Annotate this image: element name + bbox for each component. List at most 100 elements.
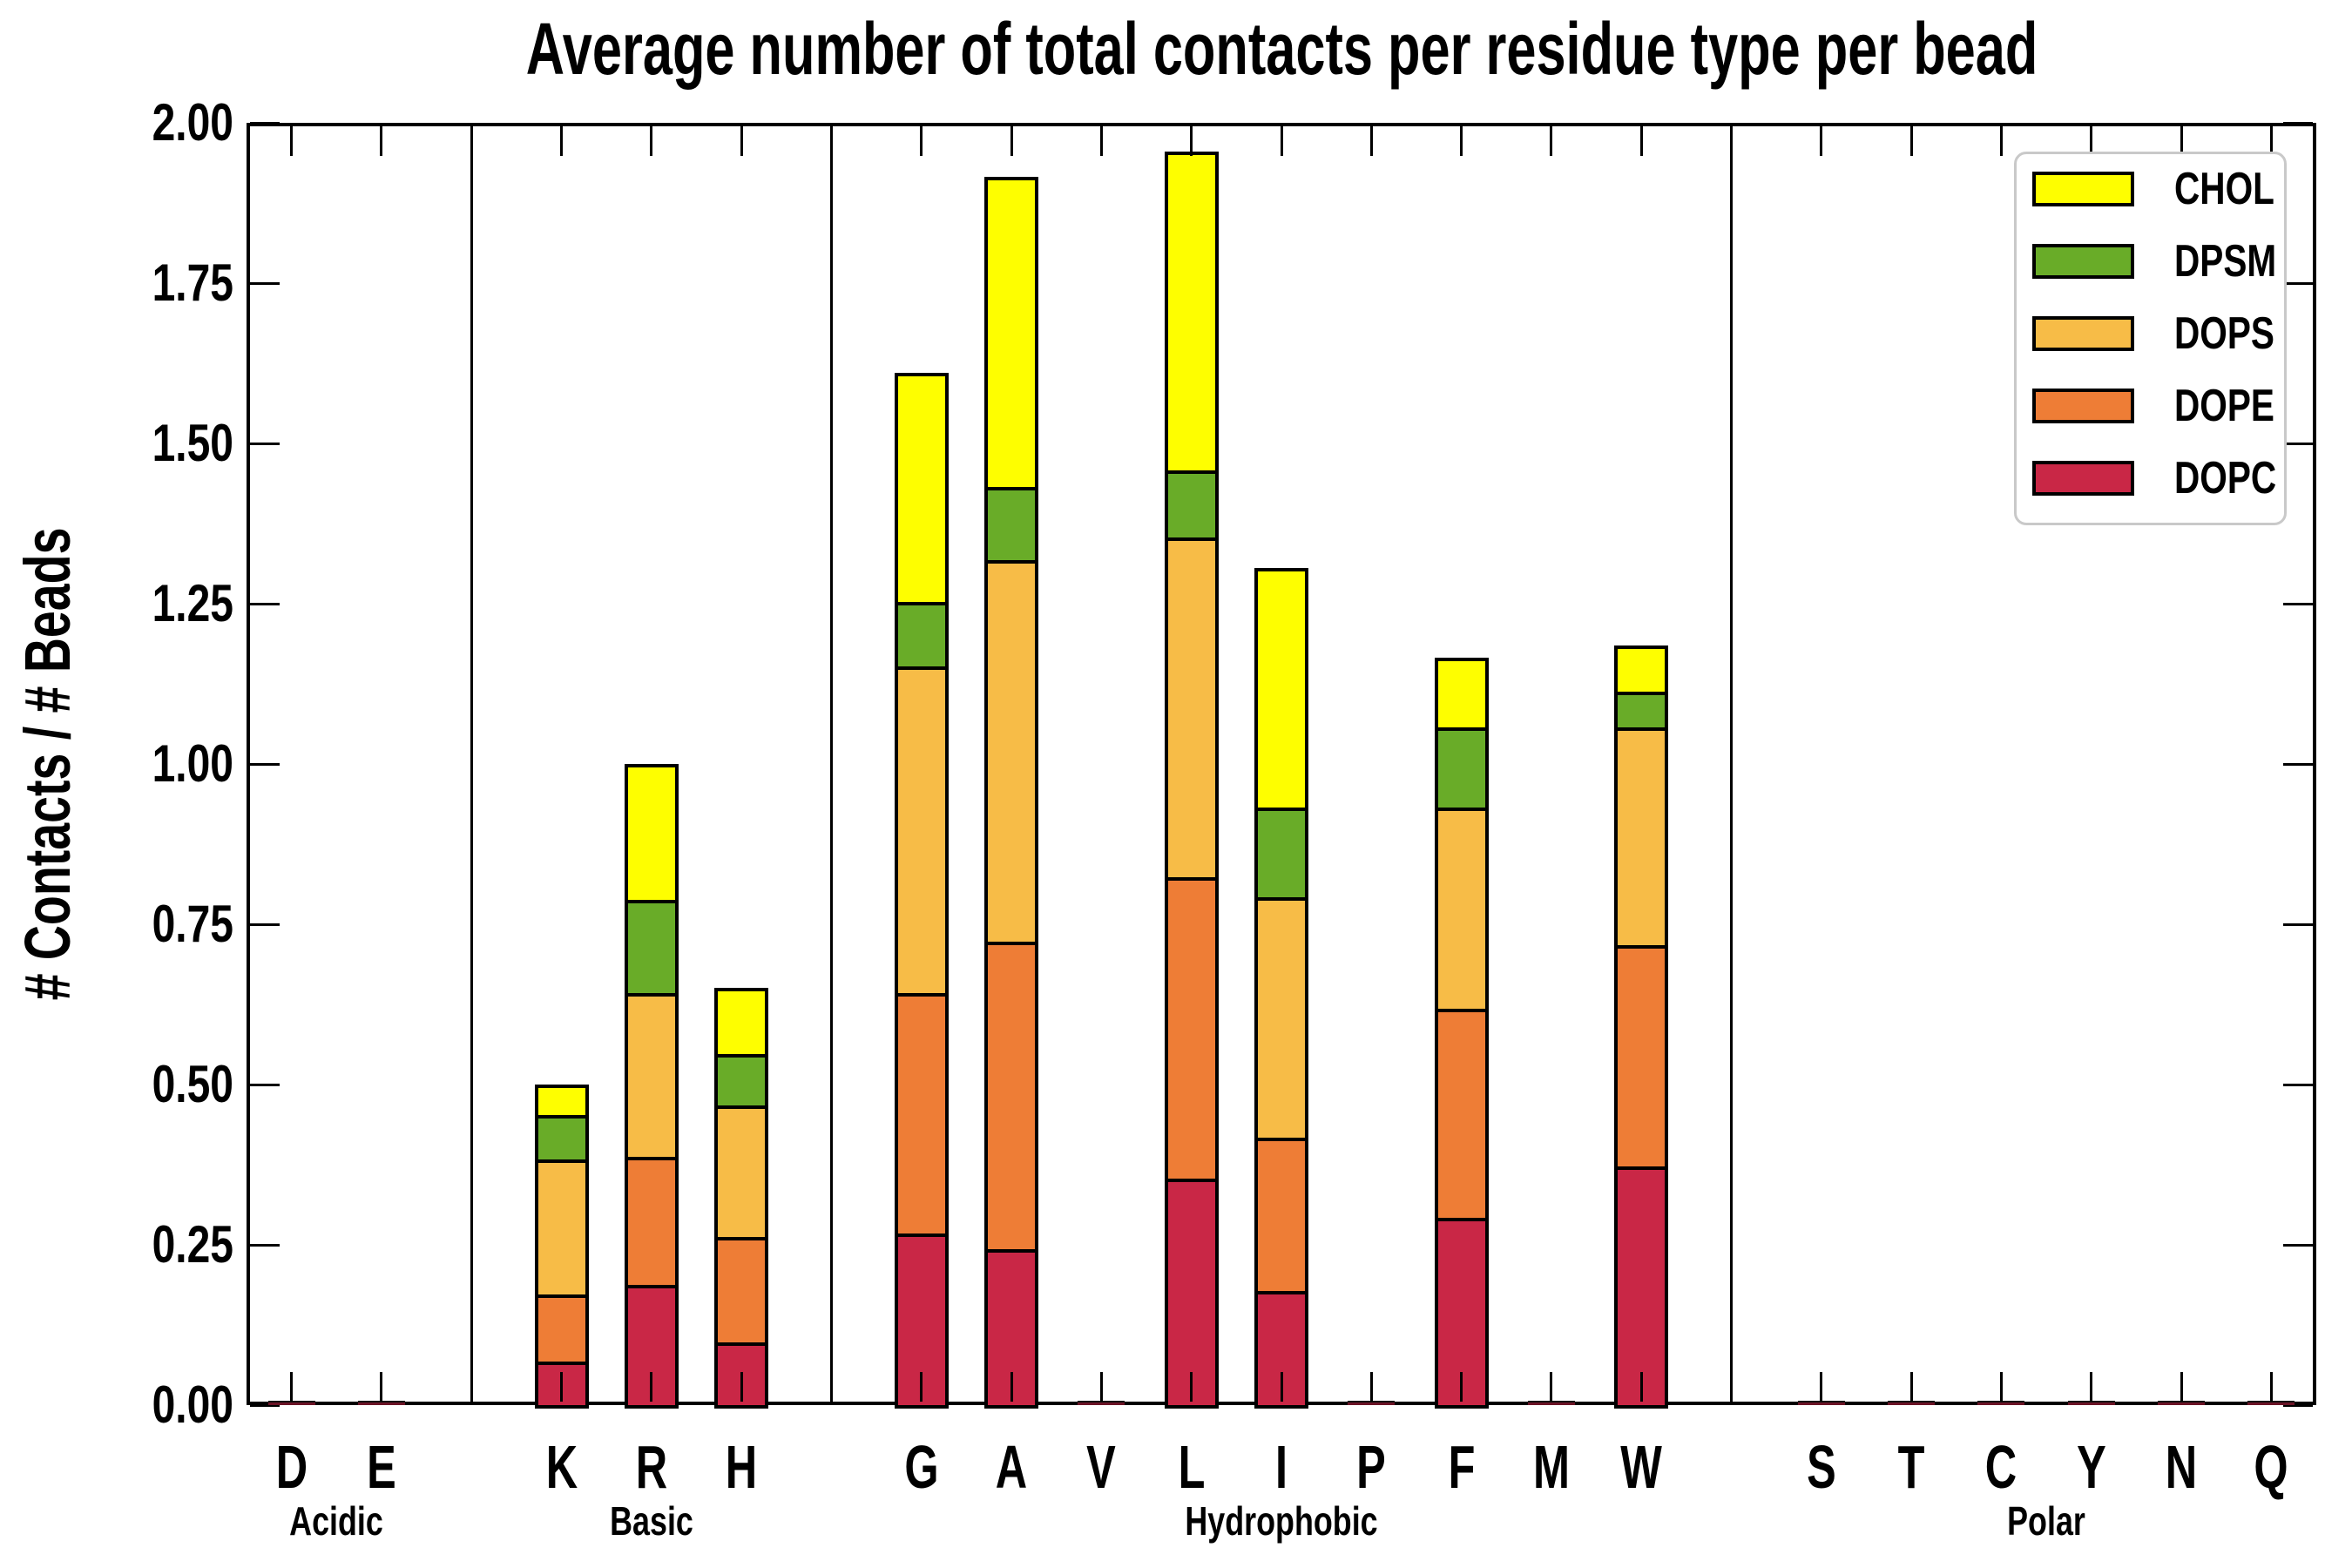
x-tick-letter-K: K: [545, 1433, 578, 1501]
bar-divider-K: [537, 1159, 585, 1164]
bar-divider-R: [627, 992, 675, 997]
bar-divider-I: [1258, 1291, 1305, 1295]
bar-segment-H-DOPS: [718, 1106, 766, 1239]
bar-segment-A-DPSM: [988, 488, 1036, 563]
bar-divider-H: [718, 1236, 766, 1240]
bar-divider-G: [897, 602, 945, 605]
bar-divider-F: [1437, 1217, 1485, 1221]
bar-segment-G-CHOL: [897, 375, 945, 604]
x-tick-bottom-D: [290, 1372, 294, 1402]
group-separator: [1730, 126, 1734, 1402]
bar-divider-G: [897, 992, 945, 997]
bar-segment-A-CHOL: [988, 180, 1036, 489]
bar-segment-G-DOPS: [897, 667, 945, 995]
bar-segment-G-DPSM: [897, 604, 945, 668]
x-tick-bottom-F: [1460, 1372, 1463, 1402]
bar-tiny-E: [357, 1401, 405, 1405]
legend-swatch-dpsm: [2032, 244, 2134, 279]
y-tick-left: [250, 762, 280, 766]
group-label-hydrophobic: Hydrophobic: [1185, 1498, 1378, 1544]
x-tick-bottom-V: [1099, 1372, 1103, 1402]
x-tick-letter-M: M: [1532, 1433, 1570, 1501]
bar-segment-H-DPSM: [718, 1055, 766, 1107]
bar-divider-I: [1258, 807, 1305, 811]
bar-segment-I-CHOL: [1258, 571, 1305, 809]
bar-tiny-S: [1797, 1401, 1845, 1405]
bar-segment-R-DOPE: [627, 1158, 675, 1287]
bar-segment-K-CHOL: [537, 1087, 585, 1117]
bar-divider-L: [1167, 537, 1215, 542]
bar-tiny-Q: [2247, 1401, 2295, 1405]
bar-outline-L: [1164, 151, 1219, 1409]
x-tick-letter-Q: Q: [2254, 1433, 2288, 1501]
bar-outline-W: [1614, 645, 1669, 1409]
x-tick-top-L: [1190, 126, 1193, 156]
y-tick-label: 0.25: [152, 1215, 233, 1274]
x-tick-top-I: [1280, 126, 1283, 156]
y-tick-label: 1.50: [152, 414, 233, 472]
bar-segment-L-DOPC: [1167, 1180, 1215, 1405]
x-tick-bottom-A: [1010, 1372, 1013, 1402]
x-tick-top-S: [1820, 126, 1823, 156]
y-tick-left: [250, 121, 280, 125]
x-tick-top-F: [1460, 126, 1463, 156]
bar-tiny-D: [267, 1401, 315, 1405]
y-tick-left: [250, 1243, 280, 1247]
x-tick-letter-S: S: [1806, 1433, 1836, 1501]
x-tick-bottom-R: [650, 1372, 653, 1402]
bar-segment-I-DOPS: [1258, 898, 1305, 1139]
x-tick-letter-E: E: [367, 1433, 396, 1501]
bar-outline-H: [714, 988, 769, 1409]
x-tick-letter-R: R: [635, 1433, 668, 1501]
y-tick-right: [2283, 1403, 2313, 1407]
x-tick-top-C: [1999, 126, 2003, 156]
bar-divider-A: [988, 942, 1036, 946]
bar-segment-L-CHOL: [1167, 154, 1215, 473]
legend-label-dops: DOPS: [2174, 308, 2274, 359]
y-tick-left: [250, 1083, 280, 1086]
bar-segment-K-DOPS: [537, 1161, 585, 1296]
x-tick-bottom-I: [1280, 1372, 1283, 1402]
legend-swatch-dope: [2032, 389, 2134, 423]
bar-outline-G: [894, 372, 949, 1409]
bar-tiny-Y: [2067, 1401, 2115, 1405]
x-tick-bottom-N: [2180, 1372, 2183, 1402]
legend-label-dopc: DOPC: [2174, 453, 2277, 504]
x-tick-bottom-E: [380, 1372, 383, 1402]
bar-segment-W-DPSM: [1618, 693, 1666, 729]
bar-segment-L-DOPS: [1167, 539, 1215, 880]
bar-divider-R: [627, 900, 675, 904]
bar-segment-A-DOPE: [988, 943, 1036, 1252]
x-tick-top-D: [290, 126, 294, 156]
bar-outline-K: [534, 1084, 589, 1409]
x-tick-top-H: [740, 126, 743, 156]
x-tick-bottom-Y: [2090, 1372, 2093, 1402]
legend-label-chol: CHOL: [2174, 164, 2274, 214]
bar-divider-I: [1258, 1137, 1305, 1141]
bar-divider-F: [1437, 807, 1485, 811]
x-tick-letter-A: A: [995, 1433, 1028, 1501]
x-tick-top-W: [1639, 126, 1643, 156]
bar-divider-L: [1167, 877, 1215, 882]
x-tick-top-M: [1550, 126, 1553, 156]
bar-segment-R-DOPS: [627, 994, 675, 1159]
x-tick-bottom-Q: [2269, 1372, 2273, 1402]
x-tick-letter-F: F: [1448, 1433, 1475, 1501]
x-tick-bottom-M: [1550, 1372, 1553, 1402]
bar-divider-A: [988, 560, 1036, 564]
x-tick-letter-Y: Y: [2076, 1433, 2106, 1501]
legend-swatch-dopc: [2032, 461, 2134, 496]
bar-tiny-N: [2158, 1401, 2206, 1405]
x-tick-letter-T: T: [1897, 1433, 1925, 1501]
bar-divider-A: [988, 1249, 1036, 1254]
bar-outline-R: [624, 763, 679, 1409]
bar-segment-G-DOPE: [897, 994, 945, 1235]
bar-segment-H-DOPE: [718, 1238, 766, 1345]
x-tick-top-Q: [2269, 126, 2273, 156]
y-tick-label: 0.50: [152, 1055, 233, 1113]
y-tick-left: [250, 281, 280, 285]
y-tick-label: 1.75: [152, 253, 233, 312]
y-tick-left: [250, 442, 280, 445]
x-tick-top-Y: [2090, 126, 2093, 156]
bar-segment-W-DOPC: [1618, 1167, 1666, 1405]
